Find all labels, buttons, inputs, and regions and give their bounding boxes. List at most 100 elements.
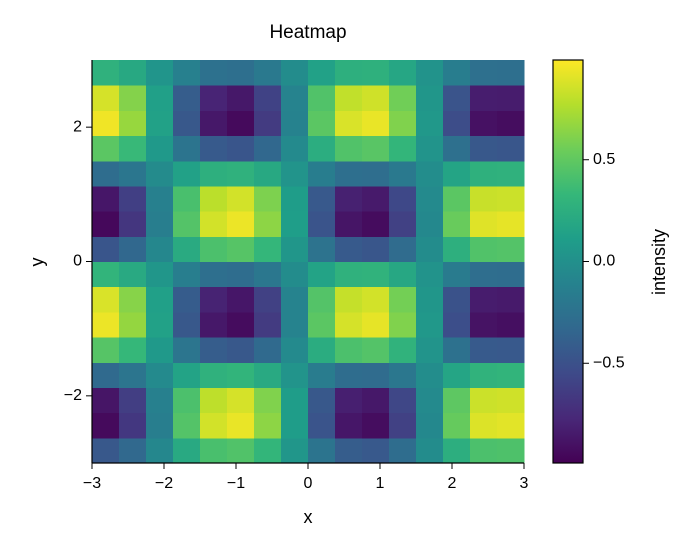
heatmap-cell [416,135,444,162]
heatmap-cell [308,60,336,86]
heatmap-cell [335,110,363,137]
heatmap-cell [173,135,201,162]
heatmap-cell [416,387,444,414]
heatmap-cell [389,160,417,187]
heatmap-cell [470,60,498,86]
heatmap-cell [416,261,444,288]
heatmap-cell [200,437,228,464]
x-axis-label: x [304,507,313,527]
heatmap-cell [227,110,255,137]
heatmap-cell [335,85,363,111]
heatmap-cell [497,337,525,363]
heatmap-cell [443,311,471,338]
heatmap-cell [227,387,255,414]
heatmap-cell [389,236,417,262]
heatmap-cell [308,85,336,111]
heatmap-cell [443,110,471,137]
heatmap-cell [254,236,282,262]
heatmap-cell [308,110,336,137]
heatmap-cell [92,110,120,137]
heatmap-cell [389,185,417,212]
heatmap-cell [254,337,282,363]
heatmap-cell [389,261,417,288]
heatmap-cell [227,185,255,212]
heatmap-cell [281,236,309,262]
heatmap-cell [416,60,444,86]
heatmap-cell [92,337,120,363]
heatmap-cell [200,135,228,162]
heatmap-cell [389,135,417,162]
heatmap-cell [119,437,147,464]
heatmap-cell [335,437,363,464]
y-tick-label: 2 [73,118,82,135]
x-tick-label: 0 [304,475,313,492]
heatmap-cell [227,160,255,187]
heatmap-cell [227,437,255,464]
heatmap-cell [389,437,417,464]
heatmap-cell [173,311,201,338]
heatmap-cell [308,362,336,388]
heatmap-cell [443,135,471,162]
y-tick-label: 0 [73,253,82,270]
heatmap-cell [362,110,390,137]
heatmap-cell [308,337,336,363]
heatmap-cell [308,437,336,464]
heatmap-cell [119,236,147,262]
heatmap-cell [443,261,471,288]
heatmap-cell [281,362,309,388]
heatmap-cell [443,387,471,414]
heatmap-cell [362,286,390,313]
heatmap-cell [92,311,120,338]
heatmap-cell [362,60,390,86]
heatmap-cell [227,261,255,288]
heatmap-cell [389,412,417,439]
heatmap-cell [119,211,147,237]
heatmap-cell [227,236,255,262]
heatmap-cell [497,387,525,414]
colorbar-tick-label: −0.5 [593,354,625,371]
heatmap-cell [92,437,120,464]
x-tick-label: 1 [376,475,385,492]
heatmap-cell [389,85,417,111]
heatmap-cell [362,387,390,414]
heatmap-cell [470,110,498,137]
heatmap-cell [362,311,390,338]
heatmap-cell [254,135,282,162]
heatmap-cell [200,387,228,414]
heatmap-cell [497,85,525,111]
heatmap-cell [362,185,390,212]
x-tick-label: 3 [520,475,529,492]
chart-title: Heatmap [269,22,346,43]
heatmap-cell [497,60,525,86]
heatmap-cell [146,160,174,187]
heatmap-cell [389,337,417,363]
heatmap-cell [470,85,498,111]
heatmap-cell [362,437,390,464]
heatmap-cell [119,110,147,137]
heatmap-cell [173,286,201,313]
heatmap-cell [146,236,174,262]
heatmap-cell [119,362,147,388]
heatmap-cell [227,286,255,313]
heatmap-cell [173,387,201,414]
heatmap-cell [92,185,120,212]
heatmap-cell [281,211,309,237]
heatmap-cell [200,85,228,111]
heatmap-cell [200,185,228,212]
heatmap-cell [308,286,336,313]
heatmap-cell [173,110,201,137]
heatmap-cell [308,160,336,187]
heatmap-cell [389,387,417,414]
heatmap-cell [308,211,336,237]
heatmap-cell [281,135,309,162]
heatmap-cell [470,387,498,414]
heatmap-cell [119,261,147,288]
heatmap-cell [200,211,228,237]
heatmap-cell [254,311,282,338]
heatmap-cell [497,261,525,288]
heatmap-cell [308,236,336,262]
heatmap-cell [416,286,444,313]
heatmap-cell [173,412,201,439]
heatmap-cell [416,362,444,388]
